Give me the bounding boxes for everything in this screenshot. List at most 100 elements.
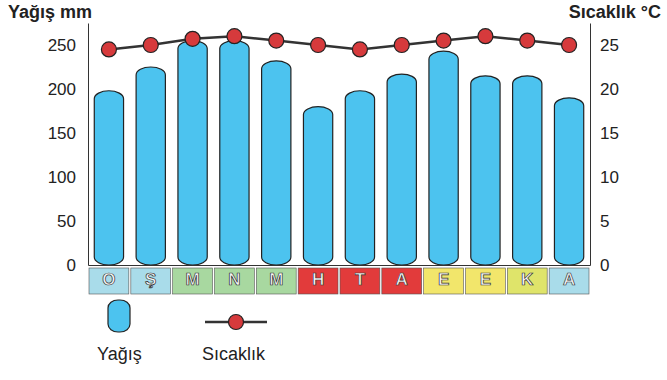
tick-label: Ş xyxy=(145,270,156,289)
axis-title: Sıcaklık °C xyxy=(569,2,661,22)
tick-label: H xyxy=(312,270,324,289)
axis-line xyxy=(89,265,591,266)
marker xyxy=(436,33,451,48)
category-box xyxy=(173,268,213,294)
tick: N xyxy=(228,265,240,289)
bar xyxy=(94,91,123,265)
tick-label: 0 xyxy=(600,256,609,275)
tick-label: 0 xyxy=(67,256,76,275)
category-box xyxy=(89,268,129,294)
tick: 50 xyxy=(57,212,88,231)
tick-label: A xyxy=(396,270,408,289)
tick: 15 xyxy=(590,124,619,143)
bar xyxy=(387,74,416,265)
marker xyxy=(101,42,116,57)
tick-label: 15 xyxy=(600,124,619,143)
tick-label: A xyxy=(563,270,575,289)
tick-label: K xyxy=(521,270,534,289)
axis-line xyxy=(590,24,591,266)
bar xyxy=(220,41,249,265)
tick: 0 xyxy=(67,256,88,275)
tick-label: 150 xyxy=(48,124,76,143)
bar xyxy=(513,76,542,265)
bar xyxy=(303,107,332,265)
category-box xyxy=(382,268,422,294)
tick: 20 xyxy=(590,80,619,99)
marker xyxy=(143,38,158,53)
tick: A xyxy=(396,265,408,289)
bar xyxy=(136,67,165,265)
tick: E xyxy=(438,265,449,289)
chart: 0 50 100 150 200 250 0 5 10 15 20 25 O Ş M N M H T A E E K A Yağ… xyxy=(0,0,667,380)
marker xyxy=(185,31,200,46)
tick: M xyxy=(185,265,199,289)
legend-label: Yağış xyxy=(97,344,142,364)
tick: 150 xyxy=(48,124,88,143)
tick: E xyxy=(480,265,491,289)
legend: Yağış Sıcaklık xyxy=(97,300,267,364)
y-axis: 0 50 100 150 200 250 xyxy=(48,24,89,275)
category-box xyxy=(424,268,464,294)
axis-title: Yağış mm xyxy=(8,2,92,22)
tick: K xyxy=(521,265,534,289)
tick-label: 200 xyxy=(48,80,76,99)
tick: A xyxy=(563,265,575,289)
bar xyxy=(262,61,291,265)
bar xyxy=(471,76,500,265)
tick: M xyxy=(269,265,283,289)
marker xyxy=(394,38,409,53)
bar xyxy=(178,41,207,265)
tick-label: 5 xyxy=(600,212,609,231)
category-box xyxy=(340,268,380,294)
category-box xyxy=(466,268,506,294)
x-axis: OŞMNMHTAEEKA xyxy=(89,265,591,289)
marker xyxy=(478,29,493,44)
tick-label: T xyxy=(355,270,366,289)
tick: 250 xyxy=(48,36,88,55)
category-box xyxy=(256,268,296,294)
marks xyxy=(94,29,583,265)
tick: 5 xyxy=(590,212,609,231)
bar xyxy=(345,91,374,265)
tick-label: O xyxy=(102,270,115,289)
bar xyxy=(554,98,583,265)
tick: H xyxy=(312,265,324,289)
line xyxy=(109,36,569,49)
tick-label: M xyxy=(185,270,199,289)
tick: 0 xyxy=(590,256,609,275)
tick-label: E xyxy=(480,270,491,289)
category-box xyxy=(131,268,171,294)
legend-symbol xyxy=(229,315,244,330)
tick-label: 50 xyxy=(57,212,76,231)
legend-label: Sıcaklık xyxy=(202,344,266,364)
marker xyxy=(311,38,326,53)
tick-label: 20 xyxy=(600,80,619,99)
category-boxes xyxy=(89,268,589,294)
marker xyxy=(269,33,284,48)
tick: T xyxy=(355,265,366,289)
tick-label: 250 xyxy=(48,36,76,55)
category-box xyxy=(549,268,589,294)
tick-label: E xyxy=(438,270,449,289)
y2-axis: 0 5 10 15 20 25 xyxy=(590,24,619,275)
tick-label: M xyxy=(269,270,283,289)
tick: O xyxy=(102,265,115,289)
category-box xyxy=(215,268,255,294)
legend-symbol xyxy=(108,300,130,332)
marker xyxy=(520,33,535,48)
bar xyxy=(429,51,458,265)
tick: 100 xyxy=(48,168,88,187)
marker xyxy=(562,38,577,53)
category-box xyxy=(298,268,338,294)
tick-label: 10 xyxy=(600,168,619,187)
axis-line xyxy=(88,24,89,266)
tick-label: 100 xyxy=(48,168,76,187)
tick: Ş xyxy=(145,265,156,289)
category-box xyxy=(507,268,547,294)
tick-label: N xyxy=(228,270,240,289)
tick: 200 xyxy=(48,80,88,99)
tick-label: 25 xyxy=(600,36,619,55)
tick: 25 xyxy=(590,36,619,55)
marker xyxy=(352,42,367,57)
marker xyxy=(227,29,242,44)
